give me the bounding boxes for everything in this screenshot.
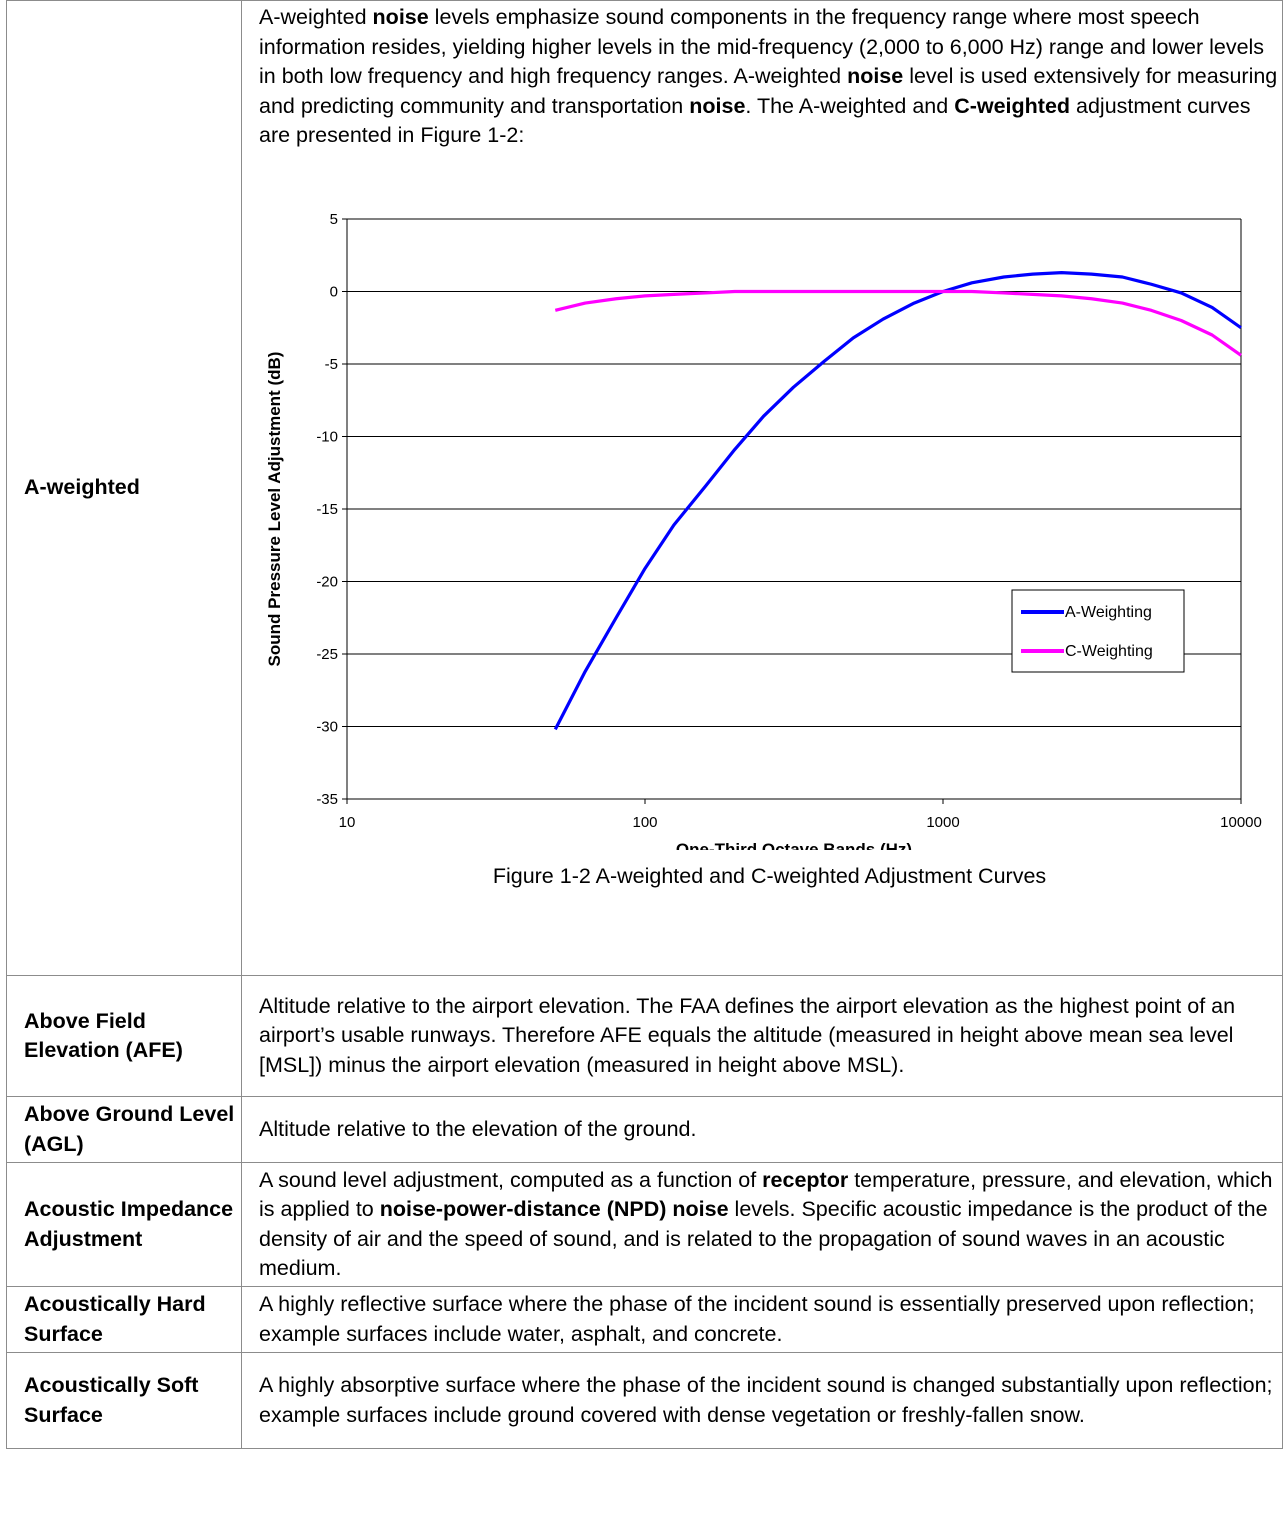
legend-box xyxy=(1011,589,1185,672)
glossary-table: A-weighted A-weighted noise levels empha… xyxy=(6,0,1283,1449)
definition-run: Altitude relative to the airport elevati… xyxy=(259,993,1236,1077)
x-axis-label: One-Third Octave Bands (Hz) xyxy=(676,840,912,850)
definition-run: level is used extensively for measuring … xyxy=(259,64,1278,118)
y-tick-label: -15 xyxy=(316,501,338,518)
y-tick-label: 5 xyxy=(330,211,338,228)
bold-term: noise-power-distance (NPD) noise xyxy=(379,1197,729,1221)
term-a-weighted: A-weighted xyxy=(6,0,242,976)
y-tick-label: 0 xyxy=(330,283,338,300)
x-tick-label: 10000 xyxy=(1220,814,1262,831)
definition-hard-surface: A highly reflective surface where the ph… xyxy=(241,1286,1283,1353)
y-tick-label: -25 xyxy=(316,646,338,663)
glossary-row-soft-surface: Acoustically Soft Surface A highly absor… xyxy=(6,1352,1283,1449)
y-axis-label: Sound Pressure Level Adjustment (dB) xyxy=(265,351,284,666)
legend-label: A-Weighting xyxy=(1065,604,1152,621)
term-acoustic-impedance: Acoustic Impedance Adjustment xyxy=(6,1162,242,1287)
definition-a-weighted: A-weighted noise levels emphasize sound … xyxy=(241,0,1283,976)
term-hard-surface: Acoustically Hard Surface xyxy=(6,1286,242,1353)
bold-term: noise xyxy=(847,64,904,88)
y-tick-label: -10 xyxy=(316,428,338,445)
definition-run: A highly absorptive surface where the ph… xyxy=(259,1373,1273,1427)
term-afe: Above Field Elevation (AFE) xyxy=(6,975,242,1097)
definition-run: A highly reflective surface where the ph… xyxy=(259,1292,1255,1346)
y-tick-label: -5 xyxy=(325,356,338,373)
bold-term: C-weighted xyxy=(954,93,1071,118)
figure-caption: Figure 1-2 A-weighted and C-weighted Adj… xyxy=(492,864,1047,888)
term-agl: Above Ground Level (AGL) xyxy=(6,1096,242,1163)
glossary-row-hard-surface: Acoustically Hard Surface A highly refle… xyxy=(6,1286,1283,1353)
y-tick-label: -30 xyxy=(316,718,338,735)
definition-text: A-weighted noise levels emphasize sound … xyxy=(259,3,1280,151)
definition-run: levels emphasize sound components in the… xyxy=(259,5,1265,88)
bold-term: noise xyxy=(372,5,429,29)
glossary-row-a-weighted: A-weighted A-weighted noise levels empha… xyxy=(6,0,1283,976)
y-tick-label: -35 xyxy=(316,791,338,808)
glossary-row-agl: Above Ground Level (AGL) Altitude relati… xyxy=(6,1096,1283,1163)
definition-agl: Altitude relative to the elevation of th… xyxy=(241,1096,1283,1163)
definition-run: Altitude relative to the elevation of th… xyxy=(259,1116,697,1141)
x-tick-label: 1000 xyxy=(926,814,959,831)
definition-run: . The A-weighted and xyxy=(745,93,955,118)
definition-run: A-weighted xyxy=(259,5,373,29)
c-weighting-series-line xyxy=(554,289,1242,357)
glossary-row-afe: Above Field Elevation (AFE) Altitude rel… xyxy=(6,975,1283,1097)
y-tick-label: -20 xyxy=(316,573,338,590)
glossary-row-acoustic-impedance: Acoustic Impedance Adjustment A sound le… xyxy=(6,1162,1283,1287)
a-weighting-series-line xyxy=(553,270,1242,730)
x-tick-label: 10 xyxy=(339,814,356,831)
figure-1-2: 5 0 -5 -10 -15 -20 -25 -30 -35 10 100 1000 10000 One-… xyxy=(259,195,1280,859)
x-tick-label: 100 xyxy=(632,814,657,831)
term-soft-surface: Acoustically Soft Surface xyxy=(6,1352,242,1449)
definition-afe: Altitude relative to the airport elevati… xyxy=(241,975,1283,1097)
definition-acoustic-impedance: A sound level adjustment, computed as a … xyxy=(241,1162,1283,1287)
bold-term: noise xyxy=(689,93,746,118)
definition-run: A sound level adjustment, computed as a … xyxy=(259,1167,763,1192)
bold-term: receptor xyxy=(762,1167,849,1192)
definition-run: adjustment curves are presented in Figur… xyxy=(259,93,1251,148)
definition-soft-surface: A highly absorptive surface where the ph… xyxy=(241,1352,1283,1449)
legend-label: C-Weighting xyxy=(1065,643,1153,660)
definition-run: levels. Specific acoustic impedance is t… xyxy=(259,1197,1268,1280)
definition-run: temperature, pressure, and elevation, wh… xyxy=(259,1167,1273,1222)
